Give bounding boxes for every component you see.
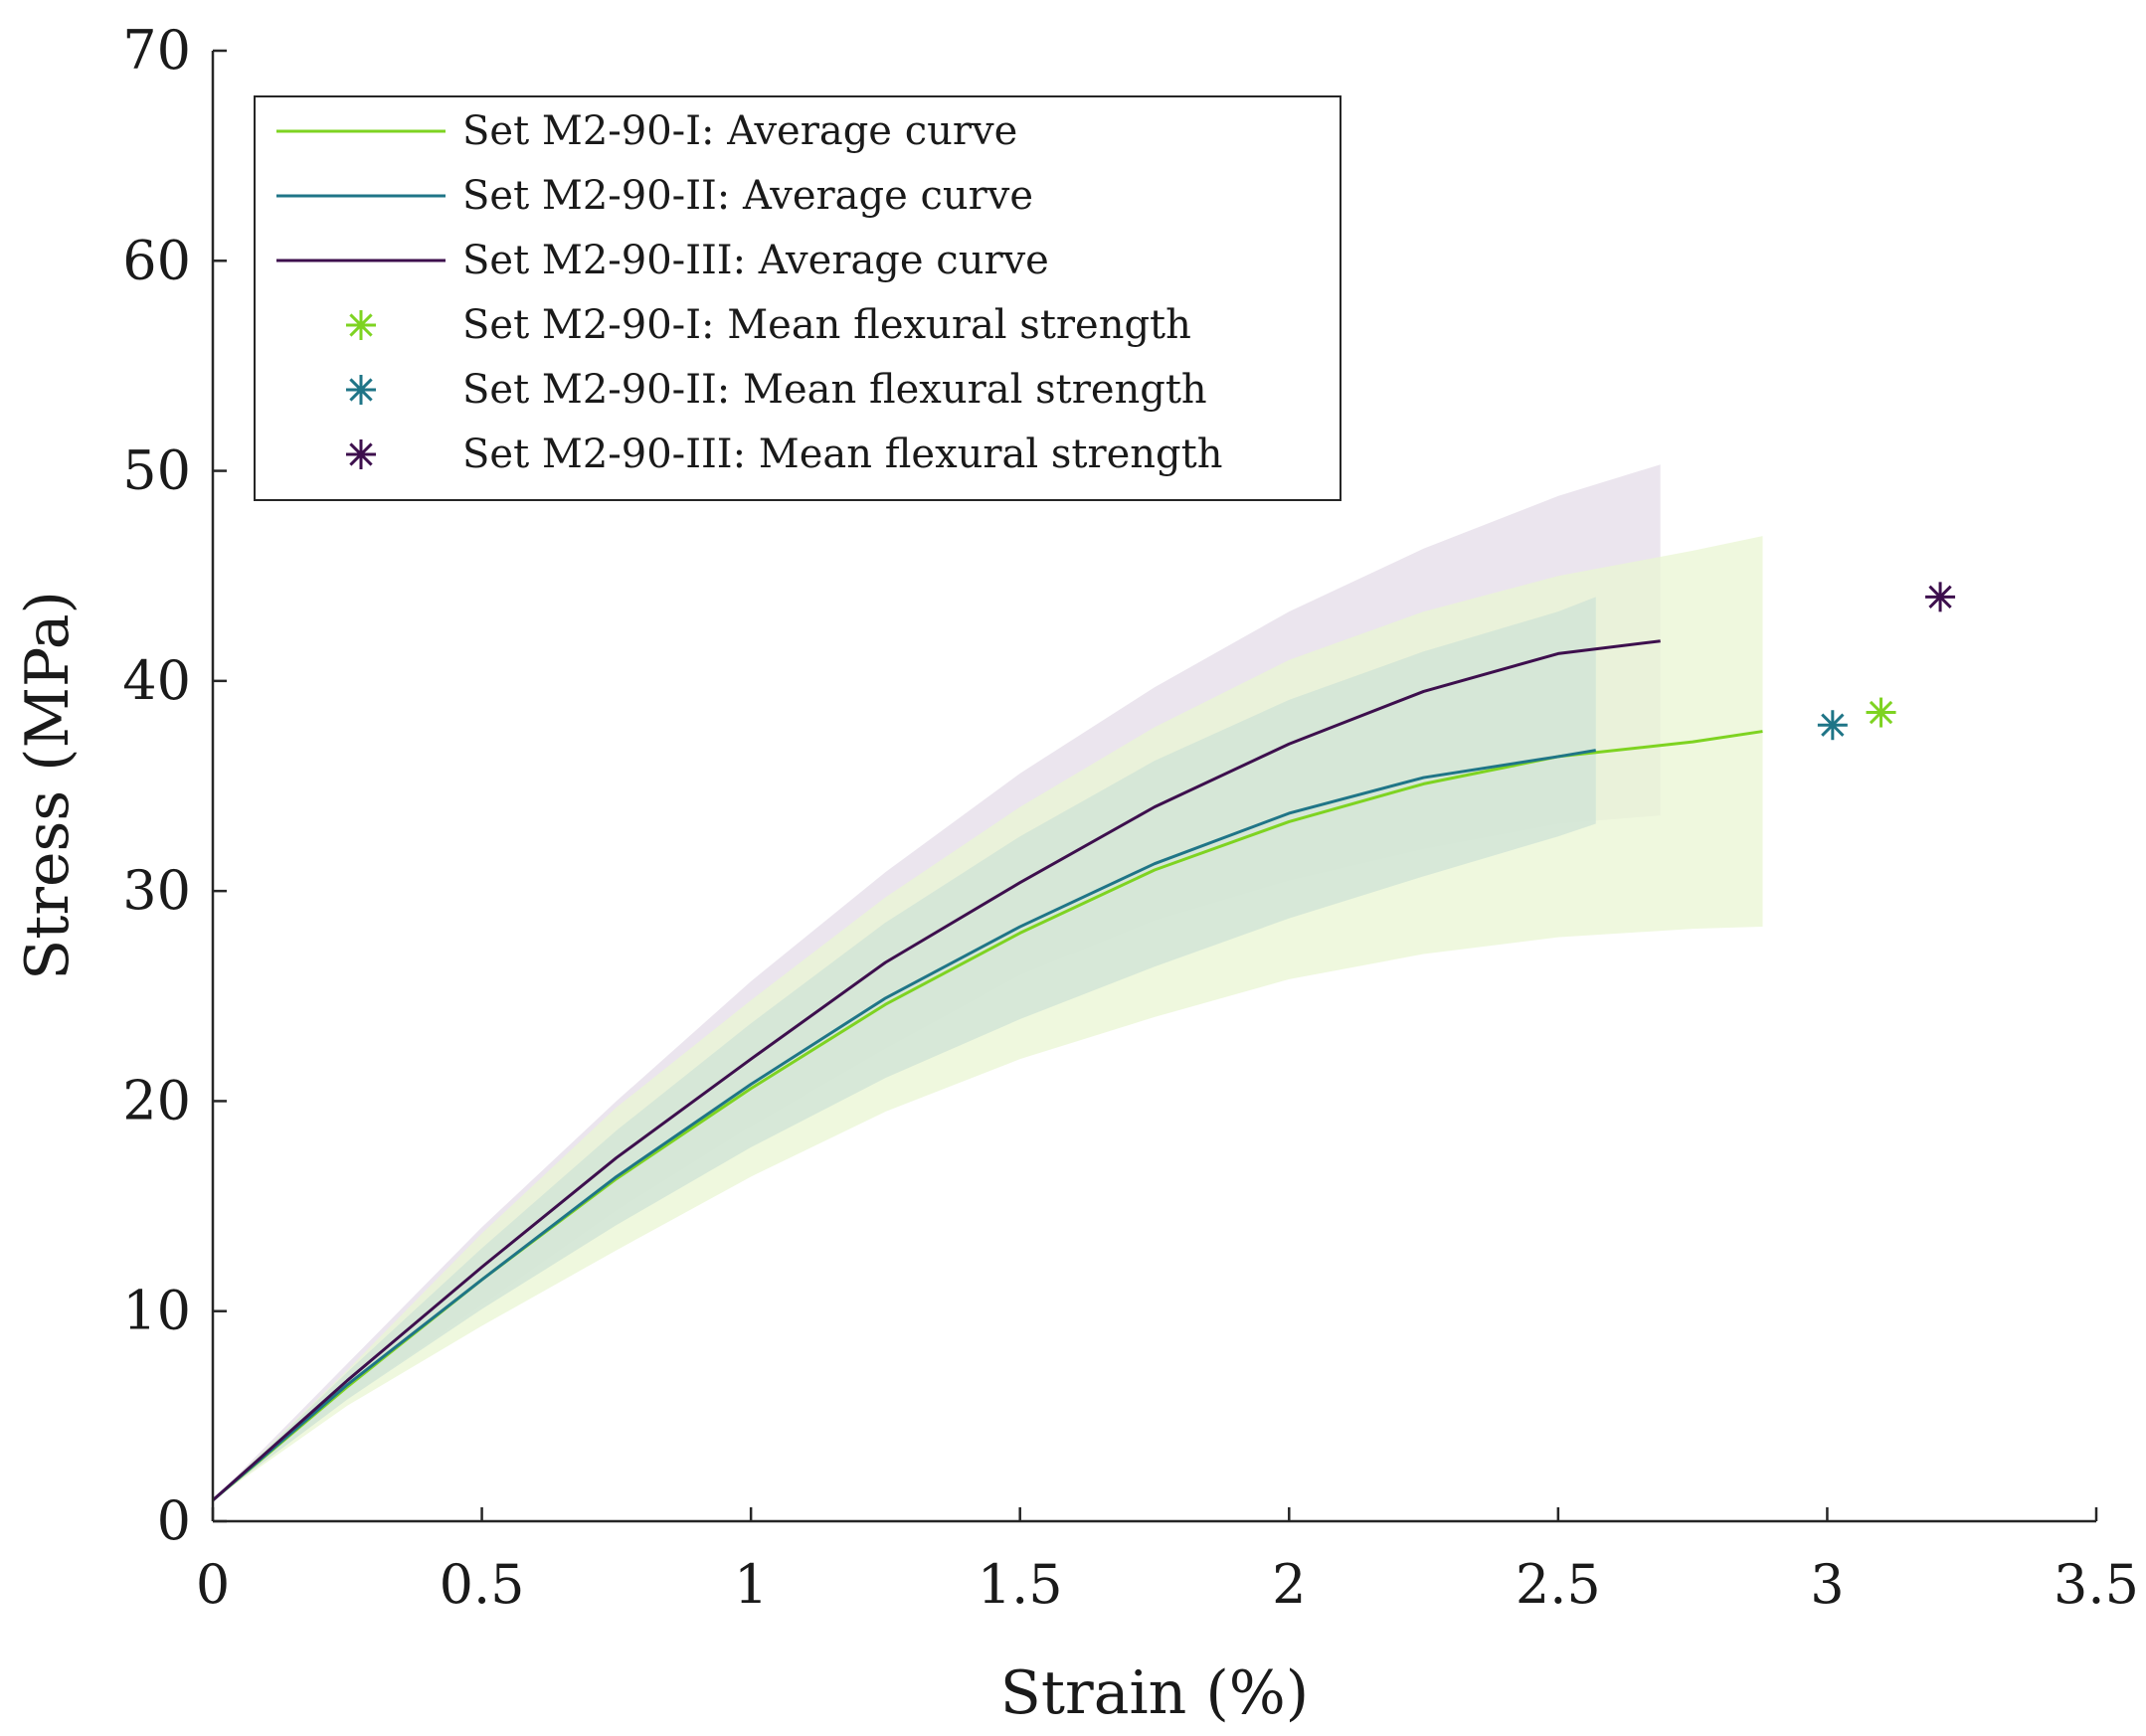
y-tick-label: 70 (122, 19, 191, 82)
y-axis-ticks: 0 10 20 30 40 50 60 70 (122, 19, 227, 1552)
legend-label: Set M2-90-III: Average curve (462, 238, 1049, 283)
legend-star-swatch-stroke (349, 378, 373, 402)
legend-label: Set M2-90-I: Average curve (462, 108, 1017, 154)
x-tick-label: 2 (1272, 1553, 1306, 1616)
strength-marker-3 (1925, 582, 1956, 612)
legend-star-swatch-stroke (349, 313, 373, 337)
legend-label: Set M2-90-II: Mean flexural strength (462, 367, 1207, 413)
y-tick-label: 10 (122, 1280, 191, 1342)
legend-star-swatch-stroke (349, 442, 373, 466)
legend-label: Set M2-90-I: Mean flexural strength (462, 302, 1191, 348)
y-tick-label: 50 (122, 439, 191, 502)
std-deviation-bands (213, 464, 1763, 1500)
x-axis-ticks: 0 0.5 1 1.5 2 2.5 3 3.5 (196, 1507, 2139, 1616)
x-tick-label: 1.5 (978, 1553, 1063, 1616)
strength-marker-2 (1817, 710, 1848, 741)
y-tick-label: 0 (157, 1489, 191, 1552)
flexural-strength-markers (1817, 582, 1956, 741)
strength-marker-2-stroke (1821, 713, 1845, 737)
legend-star-swatch (346, 375, 376, 405)
legend-star-swatch (346, 439, 376, 469)
x-tick-label: 3.5 (2054, 1553, 2139, 1616)
average-curve-series-2 (212, 749, 1596, 1502)
x-tick-label: 0 (196, 1553, 230, 1616)
strength-marker-1 (1866, 697, 1896, 728)
legend-box (254, 95, 1341, 501)
legend-star-swatch (346, 310, 376, 340)
x-tick-label: 3 (1810, 1553, 1844, 1616)
x-tick-label: 2.5 (1516, 1553, 1601, 1616)
band-series-2 (213, 597, 1596, 1500)
strength-marker-1-stroke (1869, 700, 1893, 725)
legend: Set M2-90-I: Average curve Set M2-90-II: … (254, 95, 1341, 501)
average-curve-series-3 (212, 639, 1661, 1501)
axes (211, 51, 2096, 1523)
x-tick-label: 1 (734, 1553, 768, 1616)
y-tick-label: 40 (122, 649, 191, 712)
legend-label: Set M2-90-III: Mean flexural strength (462, 432, 1223, 477)
average-curves (212, 639, 1763, 1502)
x-axis-title: Strain (%) (1000, 1658, 1309, 1728)
y-tick-label: 30 (122, 859, 191, 922)
strength-marker-3-stroke (1928, 585, 1952, 609)
y-tick-label: 20 (122, 1069, 191, 1131)
y-tick-label: 60 (122, 229, 191, 291)
x-tick-label: 0.5 (440, 1553, 525, 1616)
y-axis-title: Stress (MPa) (13, 591, 83, 980)
legend-label: Set M2-90-II: Average curve (462, 173, 1033, 219)
